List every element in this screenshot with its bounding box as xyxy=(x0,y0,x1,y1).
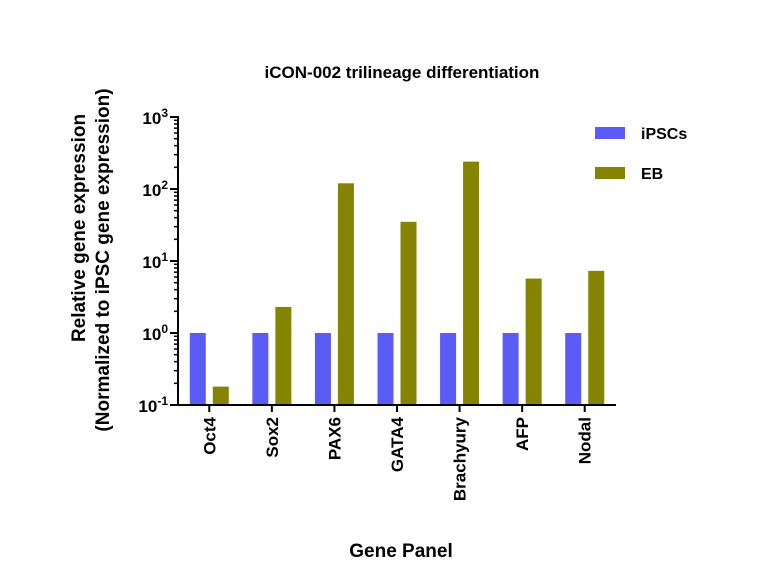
bar-ipscs-sox2 xyxy=(252,333,269,405)
bar-eb-pax6 xyxy=(337,183,354,405)
bar-eb-oct4 xyxy=(212,386,229,405)
x-tick-label-brachyury: Brachyury xyxy=(451,416,470,501)
x-tick-label-sox2: Sox2 xyxy=(263,417,282,458)
y-tick-label: 10-1 xyxy=(138,394,168,416)
x-tick-label-oct4: Oct4 xyxy=(200,416,219,454)
bar-ipscs-pax6 xyxy=(314,333,331,405)
x-axis-title: Gene Panel xyxy=(349,541,453,562)
bar-ipscs-nodal xyxy=(565,333,582,405)
bar-ipscs-afp xyxy=(502,333,519,405)
chart-title: iCON-002 trilineage differentiation xyxy=(265,63,540,82)
bar-ipscs-brachyury xyxy=(440,333,457,405)
y-tick-label: 101 xyxy=(142,250,168,272)
x-tick-label-afp: AFP xyxy=(513,417,532,451)
y-tick-label: 103 xyxy=(142,106,168,128)
x-tick-label-pax6: PAX6 xyxy=(325,417,344,460)
bar-eb-brachyury xyxy=(463,161,480,405)
legend-label-ipscs: iPSCs xyxy=(641,126,687,143)
axes-group xyxy=(177,116,616,406)
y-ticks-group: 103 102 101 100 10-1 xyxy=(138,106,178,416)
legend-swatch-ipscs xyxy=(595,127,625,139)
x-tick-label-nodal: Nodal xyxy=(576,417,595,464)
bar-eb-afp xyxy=(525,278,542,405)
x-labels-group: Oct4 Sox2 PAX6 GATA4 Brachyury AFP Nodal xyxy=(200,405,595,501)
bar-eb-gata4 xyxy=(400,221,417,405)
y-axis-title-line2: (Normalized to iPSC gene expression) xyxy=(93,88,114,431)
bar-ipscs-gata4 xyxy=(377,333,394,405)
legend-label-eb: EB xyxy=(641,166,663,183)
y-tick-label: 102 xyxy=(142,178,168,200)
legend: iPSCs EB xyxy=(595,126,687,183)
bar-eb-sox2 xyxy=(275,306,292,405)
bars-group xyxy=(189,161,605,405)
y-tick-label: 100 xyxy=(142,322,168,344)
legend-swatch-eb xyxy=(595,167,625,179)
y-axis-title-line1: Relative gene expression xyxy=(69,114,90,342)
x-tick-label-gata4: GATA4 xyxy=(388,416,407,472)
bar-ipscs-oct4 xyxy=(189,333,206,405)
bar-eb-nodal xyxy=(588,270,605,405)
